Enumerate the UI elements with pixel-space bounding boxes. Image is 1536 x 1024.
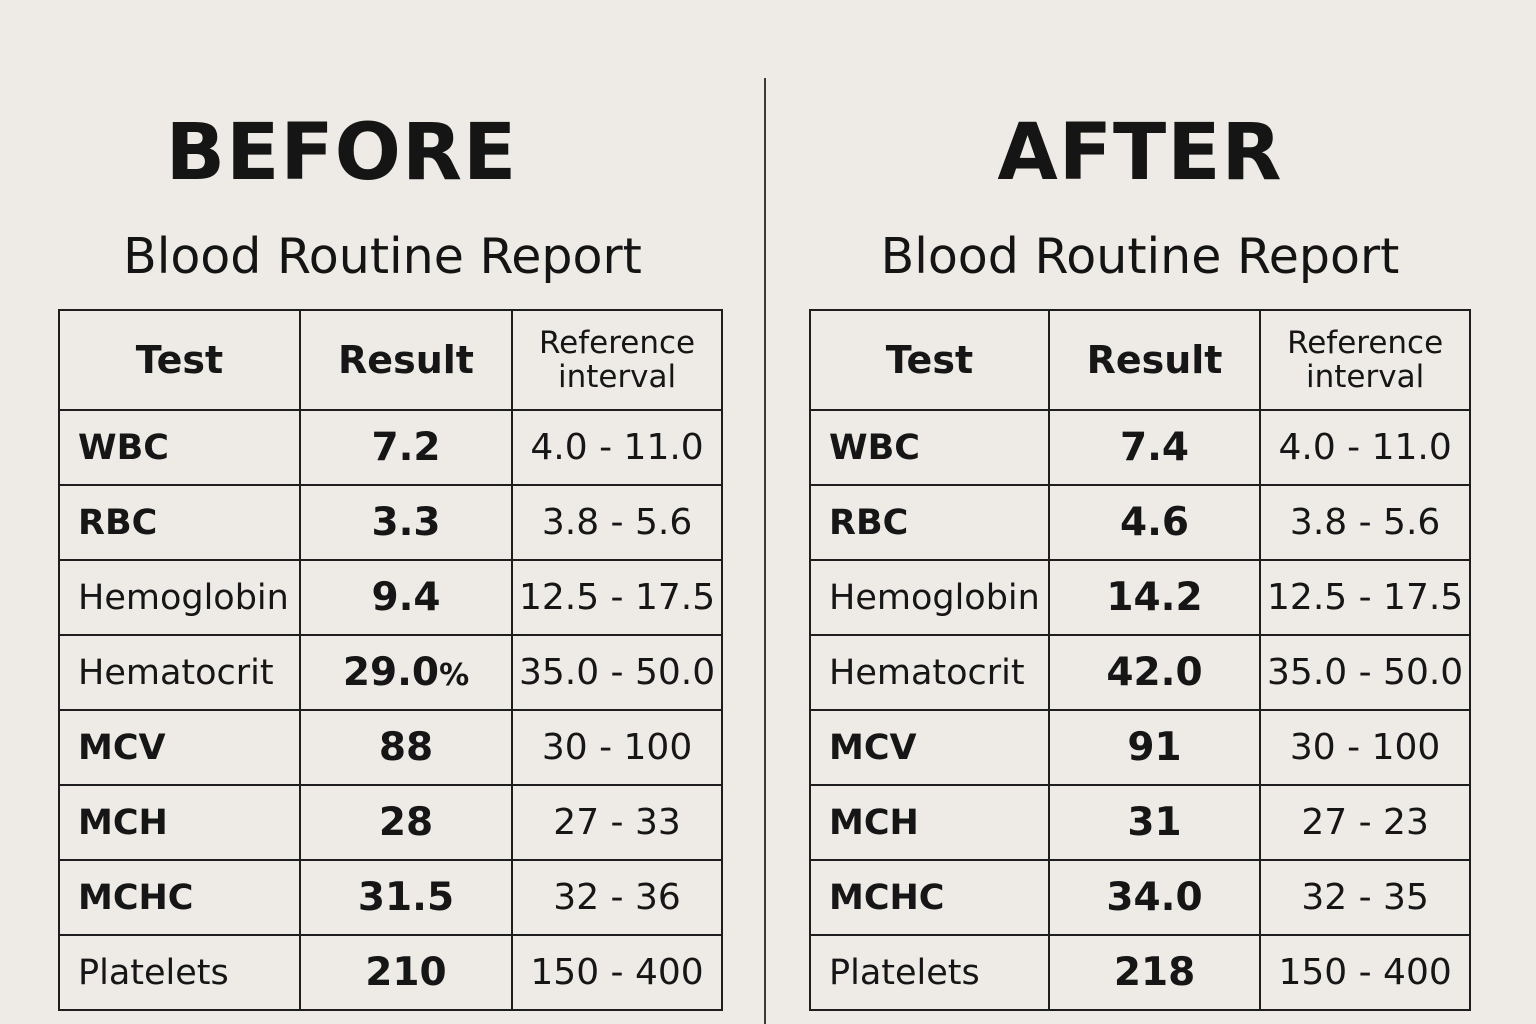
reference-interval-cell: 3.8 - 5.6	[1259, 484, 1471, 561]
test-name-cell: WBC	[58, 409, 301, 486]
test-name-cell: Platelets	[58, 934, 301, 1011]
column-header-reference: Reference interval	[511, 309, 723, 411]
result-cell: 7.2	[298, 409, 514, 486]
table-row: MCV 91 30 - 100	[809, 709, 1471, 786]
column-header-reference: Reference interval	[1259, 309, 1471, 411]
test-name-cell: Hematocrit	[809, 634, 1050, 711]
reference-interval-cell: 12.5 - 17.5	[511, 559, 723, 636]
result-cell: 3.3	[298, 484, 514, 561]
table-row: Platelets 218 150 - 400	[809, 934, 1471, 1011]
result-value: 34.0	[1106, 875, 1203, 920]
result-value: 28	[378, 800, 434, 845]
result-cell: 14.2	[1047, 559, 1262, 636]
reference-interval-cell: 27 - 33	[511, 784, 723, 861]
result-value: 88	[378, 725, 434, 770]
column-header-test: Test	[58, 309, 301, 411]
table-row: MCHC 31.5 32 - 36	[58, 859, 723, 936]
result-value: 31.5	[357, 875, 455, 920]
table-row: MCHC 34.0 32 - 35	[809, 859, 1471, 936]
after-report-title: Blood Routine Report	[880, 228, 1400, 285]
result-unit: %	[439, 658, 470, 693]
test-name-cell: RBC	[809, 484, 1050, 561]
result-cell: 7.4	[1047, 409, 1262, 486]
result-cell: 29.0%	[298, 634, 514, 711]
reference-interval-cell: 35.0 - 50.0	[511, 634, 723, 711]
result-cell: 34.0	[1047, 859, 1262, 936]
result-value: 210	[365, 950, 447, 995]
test-name-cell: RBC	[58, 484, 301, 561]
reference-interval-cell: 4.0 - 11.0	[511, 409, 723, 486]
result-cell: 28	[298, 784, 514, 861]
table-header-row: Test Result Reference interval	[809, 309, 1471, 411]
table-row: Platelets 210 150 - 400	[58, 934, 723, 1011]
before-report-table: Test Result Reference interval WBC 7.2 4.0…	[58, 309, 723, 1011]
result-cell: 4.6	[1047, 484, 1262, 561]
test-name-cell: Hematocrit	[58, 634, 301, 711]
result-cell: 218	[1047, 934, 1262, 1011]
reference-interval-cell: 32 - 35	[1259, 859, 1471, 936]
reference-interval-cell: 30 - 100	[1259, 709, 1471, 786]
after-heading: AFTER	[997, 108, 1283, 198]
reference-interval-cell: 12.5 - 17.5	[1259, 559, 1471, 636]
result-value: 91	[1127, 725, 1182, 770]
reference-interval-cell: 35.0 - 50.0	[1259, 634, 1471, 711]
result-value: 42.0	[1106, 650, 1203, 695]
result-cell: 42.0	[1047, 634, 1262, 711]
table-row: MCH 31 27 - 23	[809, 784, 1471, 861]
test-name-cell: MCH	[809, 784, 1050, 861]
result-value: 31	[1127, 800, 1182, 845]
table-row: Hematocrit 42.0 35.0 - 50.0	[809, 634, 1471, 711]
column-header-result: Result	[298, 309, 514, 411]
after-report-table: Test Result Reference interval WBC 7.4 4.0…	[809, 309, 1471, 1011]
result-value: 29.0	[342, 650, 440, 695]
test-name-cell: Hemoglobin	[58, 559, 301, 636]
reference-interval-cell: 27 - 23	[1259, 784, 1471, 861]
result-cell: 31.5	[298, 859, 514, 936]
reference-interval-cell: 150 - 400	[1259, 934, 1471, 1011]
after-table-body: WBC 7.4 4.0 - 11.0 RBC 4.6 3.8 - 5.6 Hemoglobi…	[809, 409, 1471, 1011]
before-heading: BEFORE	[165, 108, 518, 198]
table-row: Hemoglobin 9.4 12.5 - 17.5	[58, 559, 723, 636]
table-row: RBC 3.3 3.8 - 5.6	[58, 484, 723, 561]
test-name-cell: WBC	[809, 409, 1050, 486]
test-name-cell: MCV	[809, 709, 1050, 786]
table-row: RBC 4.6 3.8 - 5.6	[809, 484, 1471, 561]
result-value: 3.3	[371, 500, 441, 545]
test-name-cell: Hemoglobin	[809, 559, 1050, 636]
result-cell: 88	[298, 709, 514, 786]
result-value: 218	[1113, 950, 1196, 995]
test-name-cell: MCHC	[58, 859, 301, 936]
table-row: MCV 88 30 - 100	[58, 709, 723, 786]
result-value: 9.4	[371, 575, 441, 620]
test-name-cell: MCH	[58, 784, 301, 861]
table-row: Hematocrit 29.0% 35.0 - 50.0	[58, 634, 723, 711]
before-table-body: WBC 7.2 4.0 - 11.0 RBC 3.3 3.8 - 5.6 Hemoglobi…	[58, 409, 723, 1011]
result-value: 14.2	[1106, 575, 1203, 620]
result-cell: 91	[1047, 709, 1262, 786]
result-cell: 9.4	[298, 559, 514, 636]
reference-interval-cell: 32 - 36	[511, 859, 723, 936]
reference-interval-cell: 3.8 - 5.6	[511, 484, 723, 561]
column-header-result: Result	[1047, 309, 1262, 411]
table-row: WBC 7.4 4.0 - 11.0	[809, 409, 1471, 486]
result-value: 7.4	[1119, 425, 1190, 470]
table-row: WBC 7.2 4.0 - 11.0	[58, 409, 723, 486]
test-name-cell: Platelets	[809, 934, 1050, 1011]
table-row: Hemoglobin 14.2 12.5 - 17.5	[809, 559, 1471, 636]
result-value: 4.6	[1119, 500, 1190, 545]
reference-interval-cell: 150 - 400	[511, 934, 723, 1011]
result-cell: 210	[298, 934, 514, 1011]
test-name-cell: MCV	[58, 709, 301, 786]
before-report-title: Blood Routine Report	[123, 228, 642, 285]
result-cell: 31	[1047, 784, 1262, 861]
panel-divider	[764, 78, 766, 1024]
test-name-cell: MCHC	[809, 859, 1050, 936]
reference-interval-cell: 4.0 - 11.0	[1259, 409, 1471, 486]
table-row: MCH 28 27 - 33	[58, 784, 723, 861]
column-header-test: Test	[809, 309, 1050, 411]
table-header-row: Test Result Reference interval	[58, 309, 723, 411]
reference-interval-cell: 30 - 100	[511, 709, 723, 786]
result-value: 7.2	[371, 425, 441, 470]
